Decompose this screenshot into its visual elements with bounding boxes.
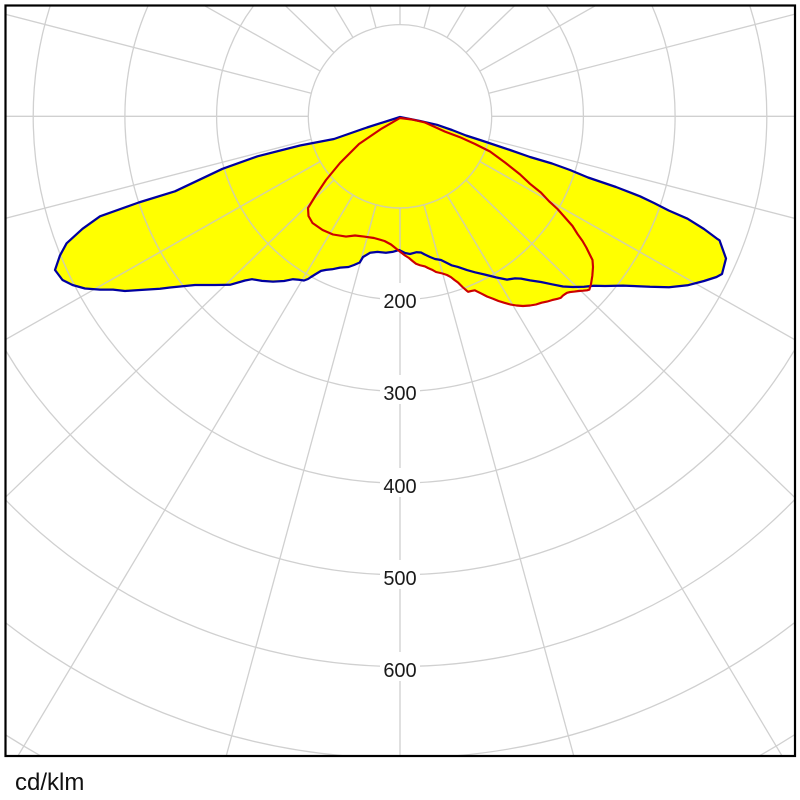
- svg-text:cd/klm: cd/klm: [15, 769, 84, 796]
- svg-text:200: 200: [383, 291, 416, 313]
- svg-text:500: 500: [383, 568, 416, 590]
- svg-text:300: 300: [383, 383, 416, 405]
- svg-text:600: 600: [383, 660, 416, 682]
- svg-text:400: 400: [383, 476, 416, 498]
